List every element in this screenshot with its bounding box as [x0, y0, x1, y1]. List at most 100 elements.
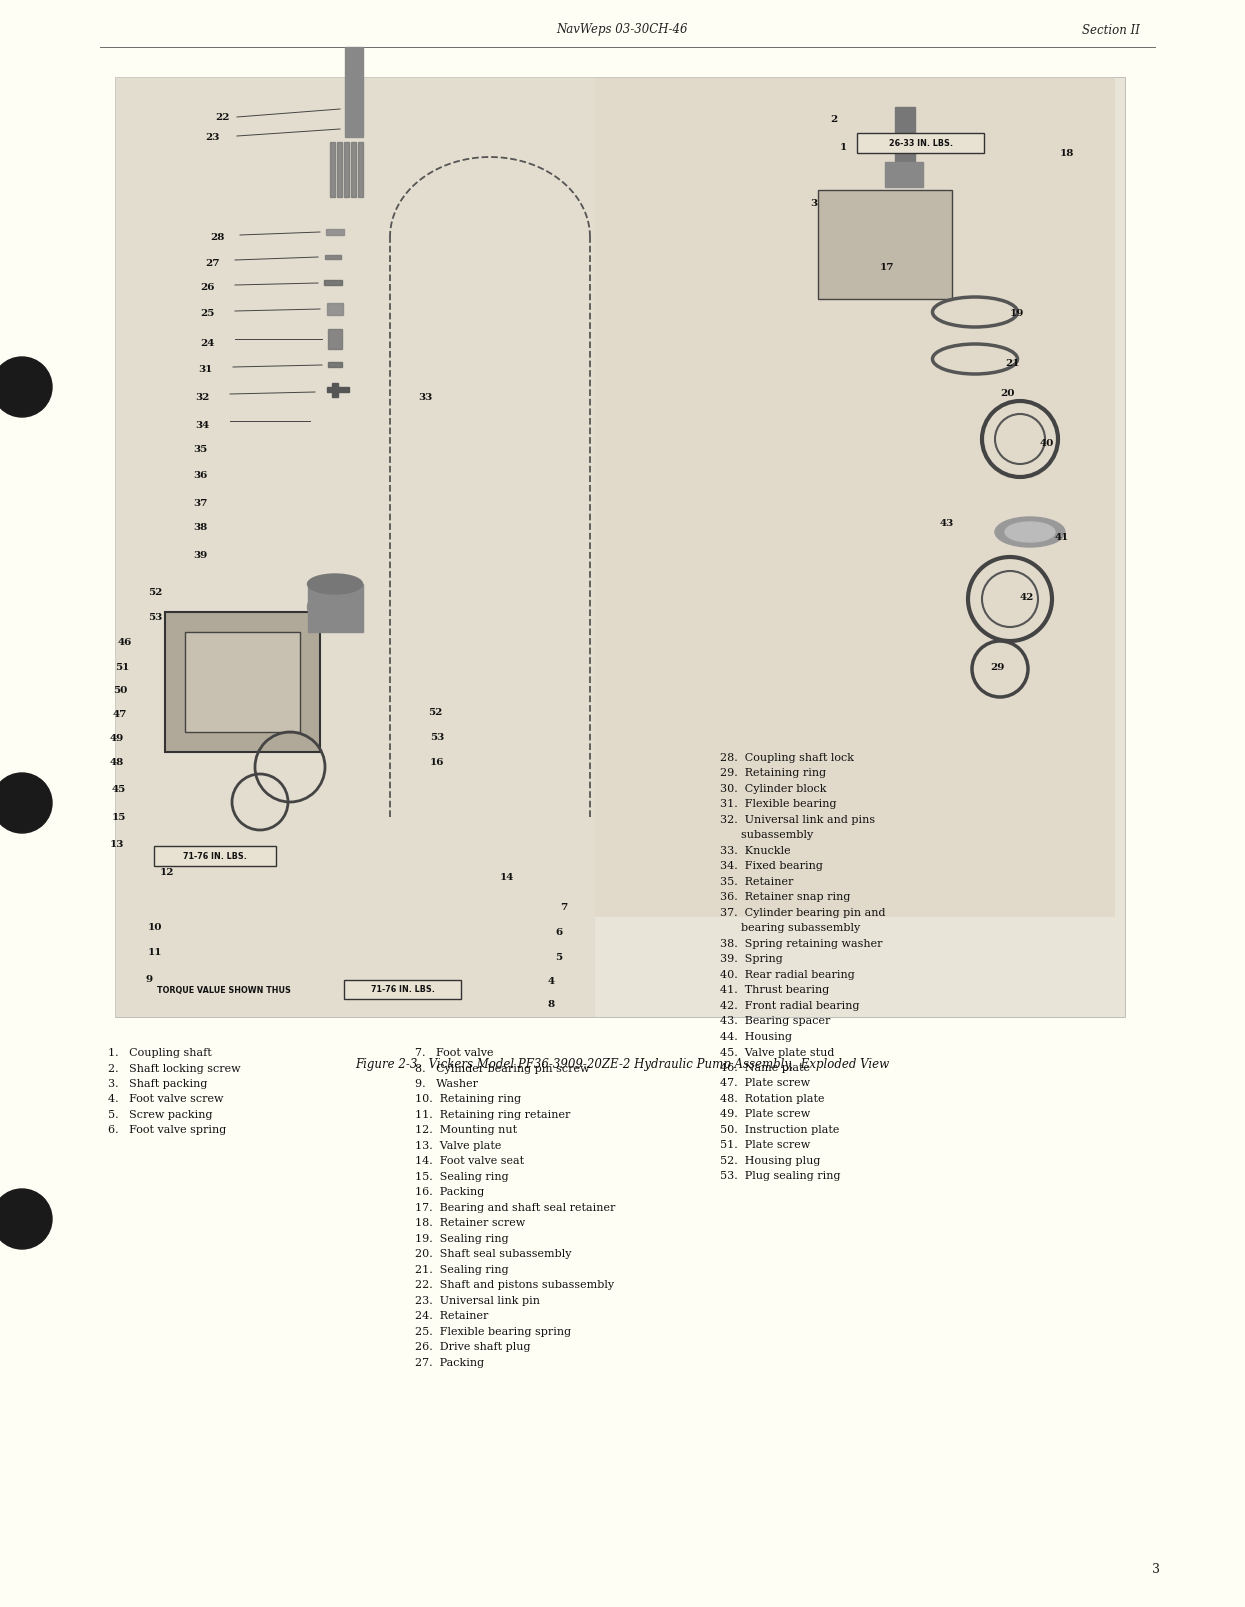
- Bar: [332, 384, 337, 399]
- Text: 38.  Spring retaining washer: 38. Spring retaining washer: [720, 938, 883, 948]
- Text: 6: 6: [555, 927, 563, 937]
- Bar: [327, 387, 349, 392]
- Text: 21.  Sealing ring: 21. Sealing ring: [415, 1265, 509, 1274]
- Text: 24.  Retainer: 24. Retainer: [415, 1311, 488, 1321]
- Text: 41.  Thrust bearing: 41. Thrust bearing: [720, 985, 829, 995]
- Text: 23.  Universal link pin: 23. Universal link pin: [415, 1295, 540, 1305]
- Text: 17.  Bearing and shaft seal retainer: 17. Bearing and shaft seal retainer: [415, 1202, 615, 1212]
- Text: 11: 11: [148, 948, 163, 956]
- Text: 48: 48: [110, 759, 124, 767]
- Text: 18.  Retainer screw: 18. Retainer screw: [415, 1218, 525, 1228]
- Text: 14: 14: [500, 873, 514, 882]
- Text: 13.  Valve plate: 13. Valve plate: [415, 1141, 502, 1151]
- Text: 40.  Rear radial bearing: 40. Rear radial bearing: [720, 969, 855, 979]
- Circle shape: [0, 1189, 52, 1249]
- Text: 15: 15: [112, 813, 127, 823]
- Text: 8.   Cylinder bearing pin screw: 8. Cylinder bearing pin screw: [415, 1062, 589, 1073]
- Text: 43.  Bearing spacer: 43. Bearing spacer: [720, 1016, 830, 1025]
- Text: 32.  Universal link and pins: 32. Universal link and pins: [720, 815, 875, 824]
- Text: 49.  Plate screw: 49. Plate screw: [720, 1109, 810, 1118]
- Text: 9: 9: [144, 975, 152, 983]
- Ellipse shape: [995, 517, 1064, 548]
- Bar: [325, 256, 341, 260]
- Text: 19.  Sealing ring: 19. Sealing ring: [415, 1233, 509, 1244]
- Text: 41: 41: [1055, 534, 1069, 542]
- Text: 35.  Retainer: 35. Retainer: [720, 876, 793, 887]
- Text: 17: 17: [880, 264, 894, 272]
- Text: 40: 40: [1040, 439, 1055, 447]
- Text: 26.  Drive shaft plug: 26. Drive shaft plug: [415, 1342, 530, 1351]
- Text: NavWeps 03-30CH-46: NavWeps 03-30CH-46: [557, 24, 687, 37]
- Text: 33: 33: [418, 394, 432, 402]
- Text: 2: 2: [830, 116, 837, 124]
- Bar: [115, 79, 1125, 1017]
- Text: 2.   Shaft locking screw: 2. Shaft locking screw: [108, 1062, 240, 1073]
- Text: 12: 12: [161, 868, 174, 877]
- Text: bearing subassembly: bearing subassembly: [720, 922, 860, 934]
- Text: 8: 8: [548, 1000, 555, 1009]
- Bar: [330, 143, 335, 198]
- Text: 12.  Mounting nut: 12. Mounting nut: [415, 1125, 517, 1135]
- Text: 4.   Foot valve screw: 4. Foot valve screw: [108, 1094, 224, 1104]
- Bar: [885, 162, 923, 188]
- FancyBboxPatch shape: [344, 980, 461, 1000]
- Text: 39: 39: [193, 550, 207, 559]
- Text: 49: 49: [110, 734, 124, 742]
- Bar: [595, 79, 1116, 918]
- Text: 37: 37: [193, 498, 208, 508]
- Text: 50: 50: [113, 686, 127, 696]
- Text: 25.  Flexible bearing spring: 25. Flexible bearing spring: [415, 1326, 571, 1335]
- Text: 38: 38: [193, 524, 207, 532]
- FancyBboxPatch shape: [857, 133, 984, 154]
- Text: 33.  Knuckle: 33. Knuckle: [720, 845, 791, 855]
- Text: 52: 52: [428, 709, 442, 717]
- Text: 35: 35: [193, 445, 207, 455]
- Ellipse shape: [1005, 522, 1055, 543]
- Text: 1.   Coupling shaft: 1. Coupling shaft: [108, 1048, 212, 1057]
- Text: 53: 53: [430, 733, 444, 742]
- Text: 6.   Foot valve spring: 6. Foot valve spring: [108, 1125, 227, 1135]
- Text: 27.  Packing: 27. Packing: [415, 1358, 484, 1368]
- Text: subassembly: subassembly: [720, 829, 813, 840]
- Bar: [359, 143, 364, 198]
- Text: 30.  Cylinder block: 30. Cylinder block: [720, 784, 827, 794]
- FancyBboxPatch shape: [818, 191, 952, 301]
- Text: 32: 32: [195, 394, 209, 402]
- Text: 3.   Shaft packing: 3. Shaft packing: [108, 1078, 208, 1088]
- Circle shape: [0, 773, 52, 834]
- Text: 52.  Housing plug: 52. Housing plug: [720, 1155, 820, 1165]
- Text: 16.  Packing: 16. Packing: [415, 1186, 484, 1197]
- Text: 53.  Plug sealing ring: 53. Plug sealing ring: [720, 1172, 840, 1181]
- Bar: [324, 281, 342, 286]
- Text: 31.  Flexible bearing: 31. Flexible bearing: [720, 799, 837, 808]
- Text: 3: 3: [1152, 1562, 1160, 1575]
- Text: 47: 47: [113, 710, 127, 718]
- Text: 42.  Front radial bearing: 42. Front radial bearing: [720, 1001, 859, 1011]
- Text: 25: 25: [200, 309, 214, 317]
- Text: Section II: Section II: [1082, 24, 1140, 37]
- Ellipse shape: [308, 575, 362, 595]
- Bar: [115, 79, 595, 1017]
- Text: 31: 31: [198, 365, 213, 374]
- Text: 21: 21: [1005, 358, 1020, 368]
- Text: 26: 26: [200, 283, 214, 292]
- Text: 11.  Retaining ring retainer: 11. Retaining ring retainer: [415, 1109, 570, 1120]
- Text: 34.  Fixed bearing: 34. Fixed bearing: [720, 861, 823, 871]
- Text: 39.  Spring: 39. Spring: [720, 955, 783, 964]
- Text: 13: 13: [110, 840, 124, 848]
- Text: 51.  Plate screw: 51. Plate screw: [720, 1139, 810, 1149]
- Text: 20.  Shaft seal subassembly: 20. Shaft seal subassembly: [415, 1249, 571, 1258]
- Text: 28.  Coupling shaft lock: 28. Coupling shaft lock: [720, 752, 854, 763]
- Bar: [344, 143, 349, 198]
- Text: 3: 3: [810, 198, 817, 207]
- Text: 24: 24: [200, 339, 214, 347]
- Text: 51: 51: [115, 664, 129, 672]
- Text: 71-76 IN. LBS.: 71-76 IN. LBS.: [371, 985, 435, 993]
- Text: 44.  Housing: 44. Housing: [720, 1032, 792, 1041]
- Text: 27: 27: [205, 259, 219, 267]
- Text: 4: 4: [548, 977, 555, 985]
- Text: 36: 36: [193, 471, 208, 480]
- Bar: [326, 230, 344, 236]
- Text: 22: 22: [215, 114, 229, 122]
- Text: 28: 28: [210, 233, 224, 243]
